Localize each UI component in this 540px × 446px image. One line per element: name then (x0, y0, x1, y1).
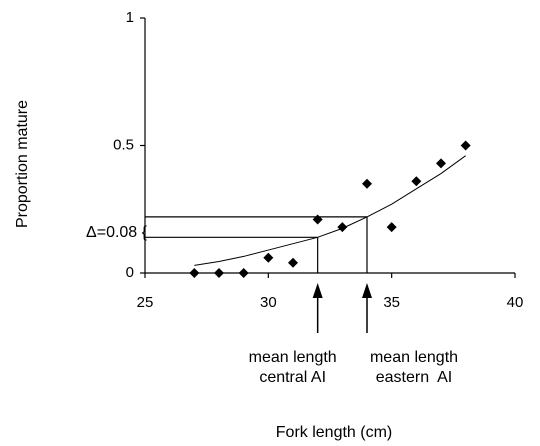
fitted-maturity-curve (194, 155, 466, 266)
y-ticks: 00.51 (113, 9, 145, 281)
data-points (189, 140, 471, 278)
mean-length-label-line: eastern AI (376, 369, 453, 386)
data-point (436, 158, 446, 169)
mean-length-label-line: mean length (370, 349, 458, 366)
y-tick-label: 0.5 (113, 136, 134, 153)
data-point (312, 214, 323, 225)
mean-length-label-line: central AI (259, 369, 326, 386)
data-point (411, 176, 422, 187)
data-point (337, 222, 348, 233)
data-point (189, 268, 200, 278)
x-tick-label: 35 (383, 294, 400, 311)
y-axis: 00.51 (113, 9, 146, 281)
data-point (288, 257, 298, 268)
mean-length-arrow-head (362, 283, 372, 298)
y-tick-label: 0 (126, 264, 134, 281)
mean-length-arrows (312, 283, 372, 333)
x-axis: 25 30 35 40 (137, 272, 524, 311)
mean-length-arrow-head (312, 283, 323, 298)
mean-length-labels: mean length central AI mean length eastern … (249, 349, 458, 386)
data-point (214, 268, 224, 278)
data-point (386, 222, 397, 233)
x-tick-label: 30 (260, 294, 277, 311)
data-point (460, 140, 471, 151)
x-ticks: 25 30 35 40 (137, 273, 524, 311)
mean-length-guides (145, 216, 368, 273)
y-axis-title: Proportion mature (14, 100, 31, 228)
data-point (263, 252, 274, 263)
data-point (238, 268, 249, 278)
delta-label: Δ=0.08 { (86, 224, 148, 241)
data-point (362, 178, 372, 189)
x-tick-label: 25 (137, 294, 154, 311)
y-tick-label: 1 (126, 9, 134, 26)
x-tick-label: 40 (507, 294, 524, 311)
mean-length-label-line: mean length (249, 349, 337, 366)
x-axis-title: Fork length (cm) (276, 424, 392, 441)
